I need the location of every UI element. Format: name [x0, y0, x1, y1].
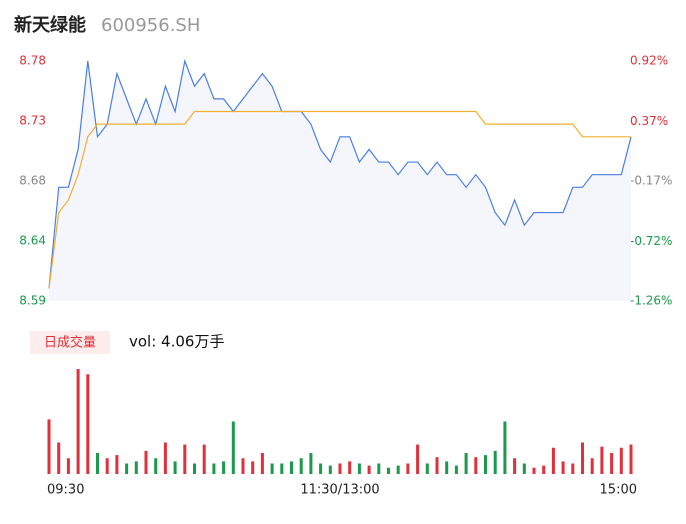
- volume-bar: [115, 455, 119, 474]
- volume-bar: [542, 465, 546, 474]
- volume-bar: [474, 457, 478, 474]
- price-line: [48, 58, 632, 289]
- volume-legend-box: [30, 331, 110, 354]
- volume-bar: [66, 458, 70, 474]
- volume-bar: [222, 461, 226, 474]
- volume-bar: [367, 465, 371, 474]
- volume-bar: [416, 444, 420, 474]
- x-tick-label: 09:30: [47, 483, 84, 498]
- volume-bar: [134, 461, 138, 474]
- volume-bar: [193, 463, 196, 474]
- average-line: [48, 110, 631, 289]
- y2-tick-label: 0.37%: [630, 114, 668, 128]
- volume-bar: [144, 450, 148, 474]
- volume-bar: [551, 447, 555, 474]
- volume-bar: [105, 458, 109, 474]
- volume-bar: [173, 461, 177, 474]
- volume-bar: [406, 463, 410, 474]
- volume-bar: [435, 457, 439, 474]
- volume-bar: [464, 453, 468, 474]
- volume-bar: [231, 421, 235, 474]
- volume-bar: [319, 463, 323, 474]
- y2-tick-label: -0.17%: [630, 174, 672, 188]
- price-area: [49, 61, 631, 301]
- volume-bar: [377, 463, 381, 474]
- volume-bar: [571, 463, 575, 474]
- volume-bar: [47, 419, 51, 474]
- y-tick-label: 8.64: [19, 234, 46, 248]
- volume-bar: [212, 463, 216, 474]
- volume-bar: [299, 458, 303, 474]
- volume-bar: [454, 465, 458, 474]
- volume-bar: [57, 442, 61, 474]
- volume-bar: [86, 374, 90, 474]
- y-tick-label: 8.73: [19, 114, 46, 128]
- volume-bar: [561, 461, 565, 474]
- volume-bar: [532, 467, 536, 474]
- y2-tick-label: 0.92%: [630, 54, 668, 68]
- volume-bar: [425, 463, 429, 474]
- volume-total: vol: 4.06万手: [129, 333, 224, 351]
- volume-bar: [493, 450, 497, 474]
- volume-bar: [280, 463, 284, 474]
- volume-bar: [154, 458, 158, 474]
- volume-bar: [600, 446, 604, 474]
- volume-bar: [484, 455, 487, 474]
- y-tick-label: 8.68: [19, 174, 46, 188]
- chart-subtitle: 600956.SH: [101, 15, 200, 36]
- chart-title: 新天绿能: [14, 14, 86, 36]
- volume-bar: [629, 444, 633, 474]
- volume-bar: [76, 369, 80, 474]
- volume-bar: [202, 444, 206, 474]
- volume-bar: [251, 461, 255, 474]
- y-tick-label: 8.59: [19, 294, 46, 308]
- y2-tick-label: -0.72%: [630, 234, 672, 248]
- volume-bar: [610, 453, 614, 474]
- volume-bar: [619, 447, 623, 474]
- volume-bar: [445, 461, 449, 474]
- y-tick-label: 8.78: [19, 54, 46, 68]
- volume-bar: [290, 461, 293, 474]
- volume-bar: [96, 453, 99, 474]
- volume-bar: [338, 463, 342, 474]
- volume-bar: [163, 442, 167, 474]
- volume-bar: [503, 421, 507, 474]
- volume-bar: [357, 463, 361, 474]
- y2-tick-label: -1.26%: [630, 294, 672, 308]
- volume-bar: [260, 453, 264, 474]
- volume-bar: [309, 453, 313, 474]
- volume-bar: [590, 458, 594, 474]
- volume-legend: 日成交量: [44, 335, 96, 351]
- volume-bar: [183, 444, 187, 474]
- volume-bar: [328, 465, 332, 474]
- volume-bar: [387, 467, 390, 474]
- volume-bar: [396, 465, 400, 474]
- volume-bar: [241, 458, 245, 474]
- volume-bar: [581, 442, 584, 474]
- volume-bar: [270, 463, 274, 474]
- volume-bar: [125, 463, 129, 474]
- x-tick-label: 15:00: [600, 483, 637, 498]
- volume-bar: [348, 461, 352, 474]
- volume-bar: [522, 463, 526, 474]
- x-tick-label: 11:30/13:00: [300, 483, 379, 498]
- volume-bar: [513, 458, 517, 474]
